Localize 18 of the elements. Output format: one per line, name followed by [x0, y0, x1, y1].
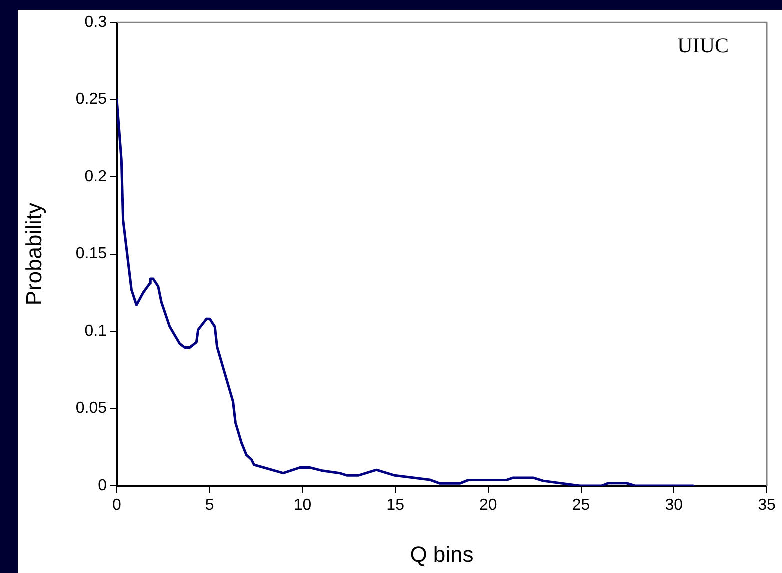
- y-tick-label: 0.05: [76, 400, 108, 418]
- x-tick-label: 35: [758, 497, 776, 514]
- y-tick-label: 0.25: [76, 91, 108, 108]
- x-tick-label: 0: [112, 497, 122, 514]
- x-tick-label: 20: [480, 497, 498, 514]
- x-tick-label: 15: [386, 497, 405, 514]
- x-axis-title: Q bins: [410, 542, 474, 567]
- x-tick-label: 5: [205, 497, 214, 514]
- y-tick-label: 0.15: [76, 246, 108, 263]
- y-tick-label: 0.3: [84, 14, 108, 32]
- x-tick-label: 10: [294, 497, 312, 514]
- y-tick-label: 0.1: [84, 322, 108, 340]
- annotation: UIUC: [678, 34, 729, 58]
- y-tick-label: 0.2: [84, 168, 108, 186]
- y-axis-title: Probability: [21, 202, 46, 306]
- x-tick-label: 30: [665, 497, 684, 514]
- y-tick-label: 0: [98, 477, 108, 494]
- x-tick-label: 25: [572, 497, 590, 514]
